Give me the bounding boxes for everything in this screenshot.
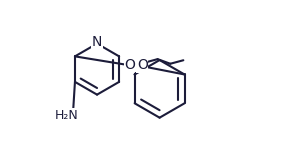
Text: O: O <box>137 58 148 72</box>
Text: O: O <box>124 58 135 72</box>
Text: H₂N: H₂N <box>55 109 79 122</box>
Text: N: N <box>92 35 102 49</box>
